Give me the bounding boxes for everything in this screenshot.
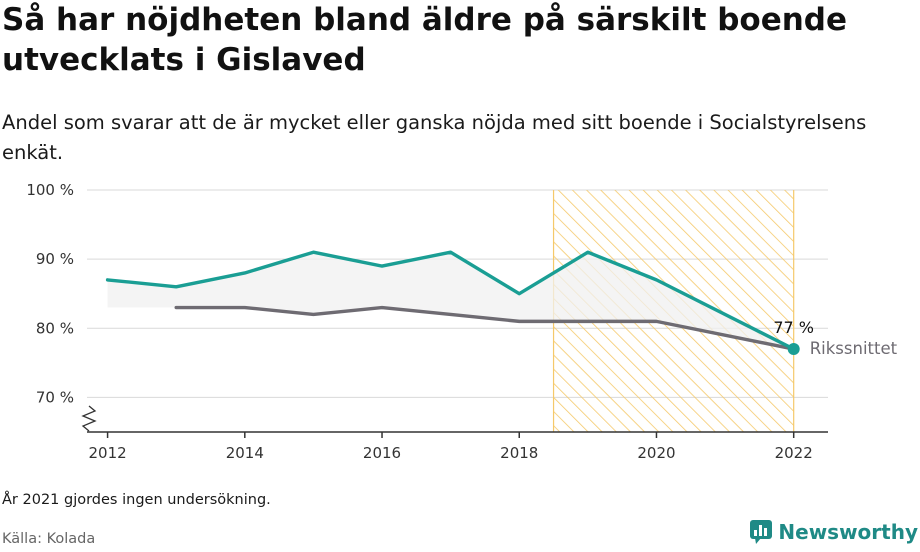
- chart-title: Så har nöjdheten bland äldre på särskilt…: [2, 2, 848, 78]
- difference-band: [107, 252, 794, 350]
- axis-break-icon: [81, 405, 97, 432]
- series-label-rikssnittet: Rikssnittet: [810, 339, 898, 358]
- y-tick-label: 90 %: [36, 250, 74, 268]
- y-tick-label: 70 %: [36, 388, 74, 406]
- end-point-marker: [787, 343, 800, 356]
- newsworthy-logo: Newsworthy: [750, 520, 918, 544]
- chart-subtitle: Andel som svarar att de är mycket eller …: [2, 111, 867, 164]
- footnote: År 2021 gjordes ingen undersökning.: [2, 492, 271, 508]
- x-tick-label: 2022: [775, 444, 813, 462]
- x-tick-label: 2012: [88, 444, 126, 462]
- series-line: [174, 305, 796, 351]
- x-tick-label: 2020: [637, 444, 675, 462]
- y-tick-label: 80 %: [36, 319, 74, 337]
- y-tick-label: 100 %: [26, 181, 74, 199]
- x-tick-label: 2014: [226, 444, 264, 462]
- end-value-label: 77 %: [773, 318, 814, 337]
- newsworthy-logo-text: Newsworthy: [778, 520, 918, 544]
- x-tick-label: 2016: [363, 444, 401, 462]
- x-tick-label: 2018: [500, 444, 538, 462]
- source-label: Källa: Kolada: [2, 531, 96, 547]
- newsworthy-logo-icon: [750, 520, 773, 544]
- series-line: [105, 250, 796, 351]
